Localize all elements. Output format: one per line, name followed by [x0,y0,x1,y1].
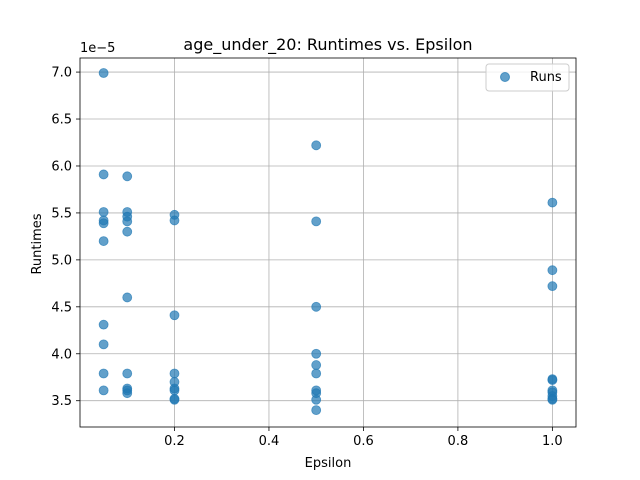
y-offset-label: 1e−5 [80,41,115,56]
data-point [311,301,322,312]
data-point [98,218,109,229]
y-tick-label: 3.5 [51,394,72,409]
x-tick-label: 1.0 [542,434,563,449]
data-point [547,394,558,405]
legend-frame [485,63,570,92]
y-tick-label: 4.0 [51,347,72,362]
legend: Runs [485,63,570,92]
y-axis-label: Runtimes [30,213,45,274]
chart-title: age_under_20: Runtimes vs. Epsilon [183,35,472,55]
y-tick-label: 5.5 [51,206,72,221]
data-point [547,265,558,276]
y-tick-label: 5.0 [51,253,72,268]
y-tick-label: 6.0 [51,159,72,174]
legend-label: Runs [530,70,562,85]
data-point [311,140,322,151]
data-point [547,197,558,208]
data-point [311,405,322,415]
x-tick-label: 0.4 [259,434,280,449]
data-point [311,360,322,370]
data-point [547,375,558,385]
data-point [98,207,109,217]
data-point [122,216,133,227]
data-point [98,368,109,379]
data-point [122,171,133,182]
data-point [547,281,558,292]
data-points [98,68,558,415]
data-point [311,394,322,405]
y-tick-label: 4.5 [51,300,72,315]
data-point [169,394,180,405]
data-point [311,348,322,359]
axis-ticks: 0.2 0.4 0.6 0.8 1.0 3.5 4.0 4.5 5.0 5.5 6.0 6.5 7.0 [51,66,562,449]
data-point [311,368,322,379]
data-point [122,226,133,237]
data-point [169,368,180,379]
plot-frame [79,57,577,428]
y-tick-label: 7.0 [51,66,72,81]
data-point [98,169,109,180]
x-axis-label: Epsilon [305,456,352,471]
data-point [122,368,133,379]
data-point [311,216,322,227]
legend-marker [500,72,510,82]
y-tick-label: 6.5 [51,113,72,128]
grid [80,58,576,427]
data-point [98,319,109,330]
data-point [169,385,180,396]
data-point [169,310,180,321]
x-tick-label: 0.6 [353,434,374,449]
data-point [98,68,109,78]
x-tick-label: 0.2 [164,434,185,449]
data-point [122,292,133,303]
data-point [169,215,180,226]
data-point [98,385,109,396]
data-point [122,388,133,399]
x-tick-label: 0.8 [448,434,469,449]
data-point [98,339,109,350]
data-point [98,236,109,246]
